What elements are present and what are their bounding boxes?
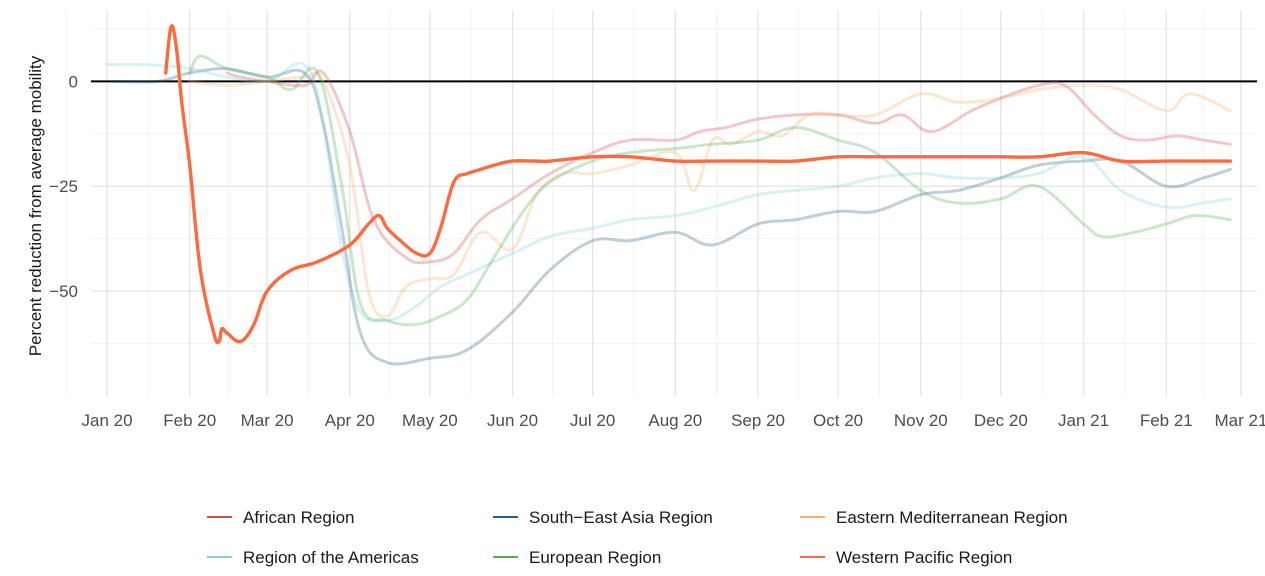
y-axis-title: Percent reduction from average mobility bbox=[26, 55, 45, 356]
y-tick-label: 0 bbox=[69, 72, 78, 91]
major-gridlines bbox=[91, 10, 1257, 396]
legend-label: Region of the Americas bbox=[243, 548, 419, 567]
x-tick-label: Jan 21 bbox=[1058, 411, 1109, 430]
legend-label: African Region bbox=[243, 508, 355, 527]
x-tick-label: Jun 20 bbox=[487, 411, 538, 430]
legend-label: Eastern Mediterranean Region bbox=[836, 508, 1068, 527]
series-line-region-of-the-americas bbox=[105, 61, 1232, 324]
x-tick-label: Dec 20 bbox=[974, 411, 1028, 430]
x-tick-label: Sep 20 bbox=[731, 411, 785, 430]
x-axis-tick-labels: Jan 20 Feb 20 Mar 20 Apr 20 May 20 Jun 20 Jul … bbox=[81, 411, 1265, 430]
x-tick-label: Jan 20 bbox=[81, 411, 132, 430]
x-tick-label: May 20 bbox=[402, 411, 458, 430]
x-tick-label: Apr 20 bbox=[325, 411, 375, 430]
x-tick-label: Oct 20 bbox=[813, 411, 863, 430]
y-tick-label: −25 bbox=[49, 177, 78, 196]
minor-gridlines bbox=[65, 10, 1257, 396]
legend-item-western-pacific-region: Western Pacific Region bbox=[800, 548, 1012, 567]
y-axis-tick-labels: 0 −25 −50 bbox=[49, 72, 78, 301]
legend-item-eastern-mediterranean-region: Eastern Mediterranean Region bbox=[800, 508, 1068, 527]
x-tick-label: Mar 20 bbox=[241, 411, 294, 430]
series-line-african-region bbox=[225, 69, 1232, 265]
series-line-western-pacific-region bbox=[164, 24, 1233, 345]
legend-item-south-east-asia-region: South−East Asia Region bbox=[493, 508, 713, 527]
legend-label: Western Pacific Region bbox=[836, 548, 1012, 567]
series-line-eastern-mediterranean-region bbox=[188, 71, 1232, 319]
legend-label: South−East Asia Region bbox=[529, 508, 713, 527]
x-tick-label: Nov 20 bbox=[894, 411, 948, 430]
x-tick-label: Mar 21 bbox=[1215, 411, 1265, 430]
legend-item-region-of-the-americas: Region of the Americas bbox=[207, 548, 419, 567]
x-tick-label: Jul 20 bbox=[570, 411, 615, 430]
series-lines bbox=[105, 24, 1233, 366]
legend-item-european-region: European Region bbox=[493, 548, 661, 567]
series-line-south-east-asia-region bbox=[110, 67, 1232, 366]
series-line-european-region bbox=[188, 54, 1232, 327]
x-tick-label: Aug 20 bbox=[648, 411, 702, 430]
x-tick-label: Feb 21 bbox=[1140, 411, 1193, 430]
legend: African Region South−East Asia Region East… bbox=[207, 508, 1068, 567]
x-tick-label: Feb 20 bbox=[163, 411, 216, 430]
legend-item-african-region: African Region bbox=[207, 508, 355, 527]
legend-label: European Region bbox=[529, 548, 661, 567]
y-tick-label: −50 bbox=[49, 282, 78, 301]
